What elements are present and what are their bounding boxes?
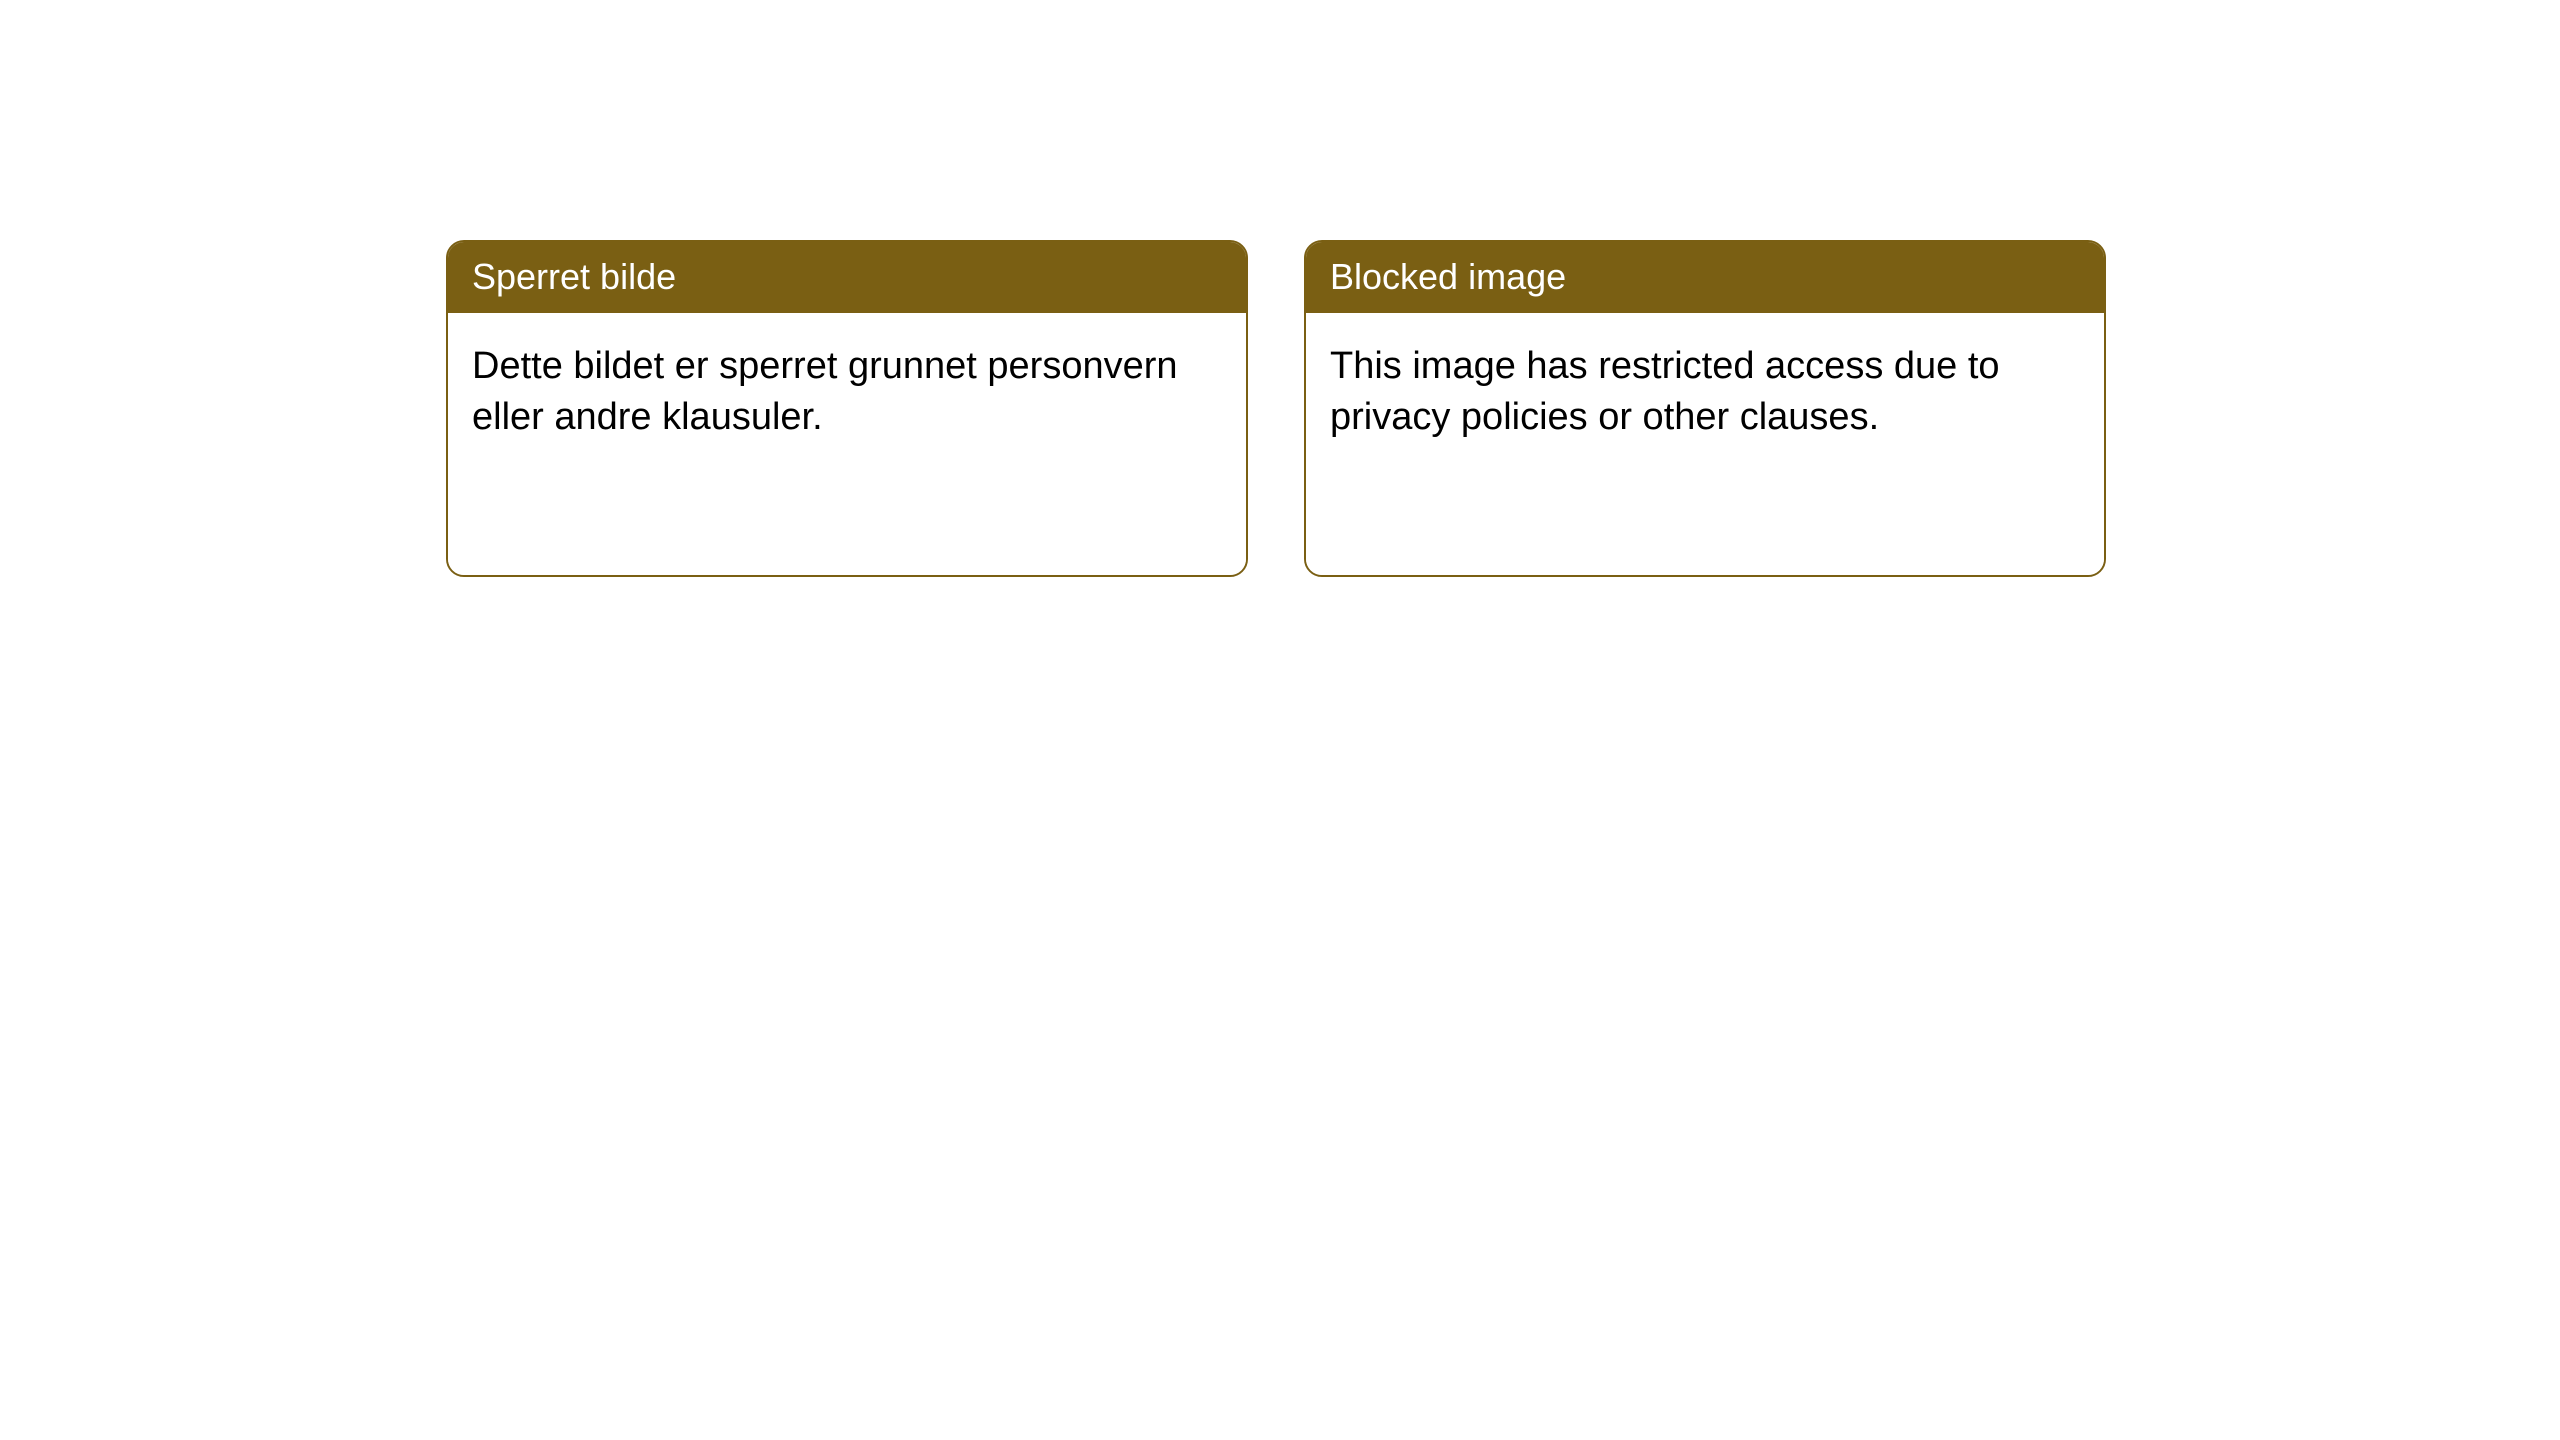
card-message-norwegian: Dette bildet er sperret grunnet personve… <box>472 341 1222 444</box>
card-title-english: Blocked image <box>1330 256 1566 297</box>
card-message-english: This image has restricted access due to … <box>1330 341 2080 444</box>
notice-cards-container: Sperret bilde Dette bildet er sperret gr… <box>0 0 2560 577</box>
card-title-norwegian: Sperret bilde <box>472 256 676 297</box>
card-body-norwegian: Dette bildet er sperret grunnet personve… <box>448 313 1246 575</box>
blocked-image-card-english: Blocked image This image has restricted … <box>1304 240 2106 577</box>
card-header-norwegian: Sperret bilde <box>448 242 1246 313</box>
card-body-english: This image has restricted access due to … <box>1306 313 2104 575</box>
blocked-image-card-norwegian: Sperret bilde Dette bildet er sperret gr… <box>446 240 1248 577</box>
card-header-english: Blocked image <box>1306 242 2104 313</box>
